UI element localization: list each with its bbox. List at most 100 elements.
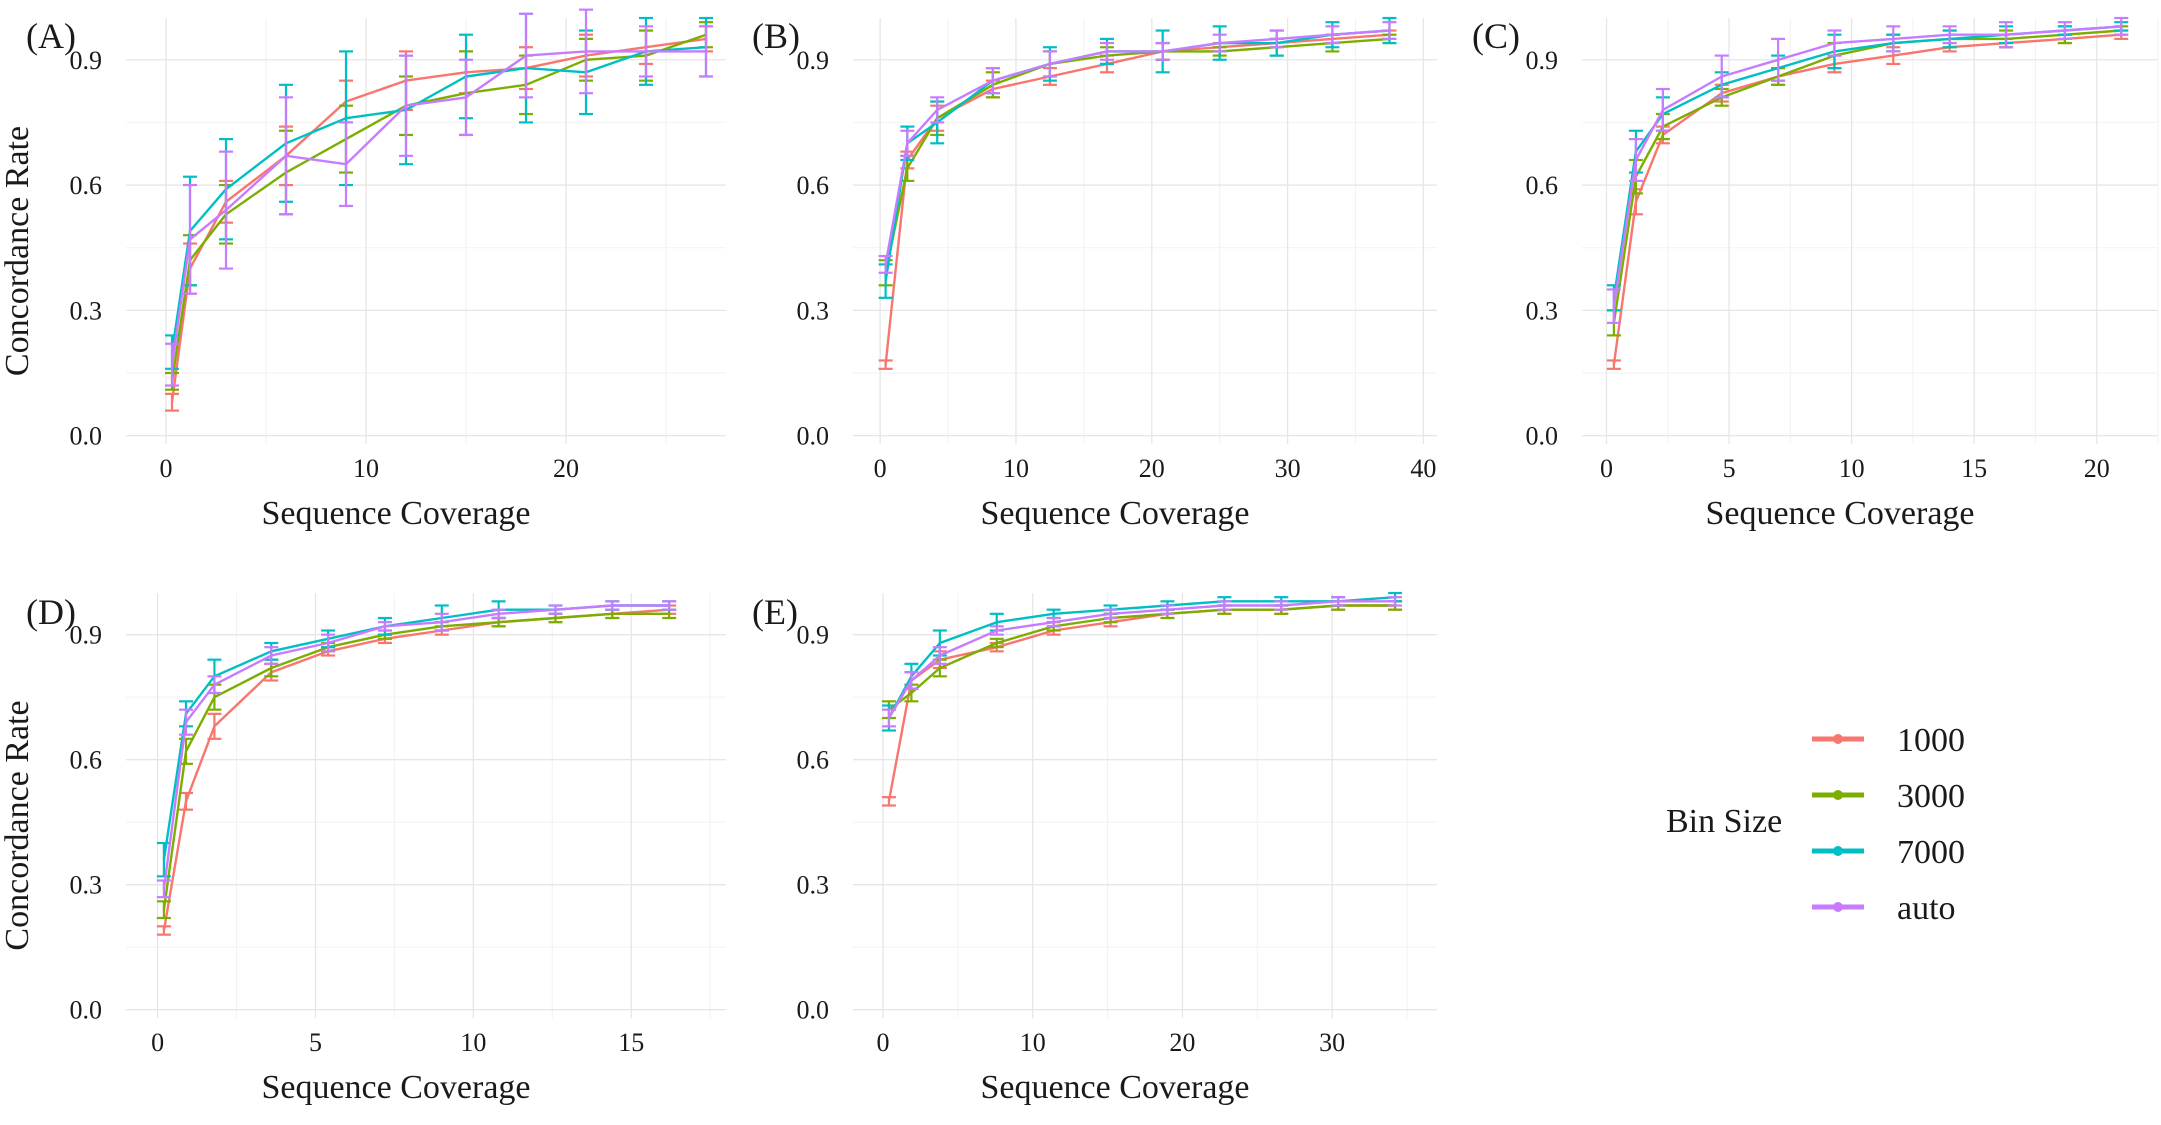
panel-b-y-tick-label: 0.0 — [797, 422, 830, 451]
panel-c-x-tick-label: 0 — [1600, 454, 1613, 483]
panel-c-series-3000 — [1606, 25, 2129, 337]
legend-key-point — [1833, 790, 1843, 800]
panel-d: 0 5 10 15 0.0 0.3 0.6 0.9 Sequence Coverage Conco… — [0, 592, 726, 1106]
panel-e-series-3000 — [881, 600, 1403, 720]
panel-b: 0 10 20 30 40 0.0 0.3 0.6 0.9 Sequence Coverage (B… — [752, 16, 1437, 532]
panel-c-series-line-3000 — [1612, 29, 2122, 324]
panel-a-series-line-3000 — [170, 33, 707, 382]
panel-b-x-axis-title: Sequence Coverage — [980, 495, 1249, 532]
panel-d-x-axis-title: Sequence Coverage — [261, 1069, 530, 1106]
panel-b-series-auto — [878, 21, 1397, 274]
panel-b-series-1000 — [878, 29, 1397, 370]
panel-c-series-auto — [1606, 16, 2129, 324]
panel-c-label: (C) — [1472, 16, 1520, 56]
panel-c-series-line-7000 — [1612, 25, 2122, 298]
panel-d-y-tick-label: 0.3 — [70, 871, 103, 900]
panel-a-series-1000 — [165, 25, 713, 412]
panel-c-x-tick-label: 10 — [1839, 454, 1865, 483]
legend-title: Bin Size — [1666, 803, 1782, 840]
panel-e-y-tick-label: 0.6 — [797, 746, 830, 775]
panel-c-x-axis-title: Sequence Coverage — [1705, 495, 1974, 532]
panel-e-series-auto — [881, 596, 1403, 728]
panel-a-y-tick-label: 0.0 — [70, 422, 103, 451]
panel-e-label: (E) — [752, 592, 798, 632]
panel-e-y-tick-label: 0.9 — [797, 621, 830, 650]
panel-d-y-tick-label: 0.0 — [70, 996, 103, 1025]
panel-b-x-tick-label: 0 — [874, 454, 887, 483]
panel-d-y-tick-label: 0.6 — [70, 746, 103, 775]
panel-a: 0 10 20 0.0 0.3 0.6 0.9 Sequence Coverage Concor… — [0, 8, 726, 532]
panel-d-x-tick-label: 10 — [460, 1028, 486, 1057]
panel-b-x-tick-label: 10 — [1003, 454, 1029, 483]
panel-b-y-tick-label: 0.3 — [797, 296, 830, 325]
panel-a-y-axis-title: Concordance Rate — [0, 126, 36, 376]
panel-d-x-tick-label: 15 — [618, 1028, 644, 1057]
panel-e-x-tick-label: 0 — [876, 1028, 889, 1057]
panel-e-x-tick-label: 30 — [1319, 1028, 1345, 1057]
legend-entry-3000: 3000 — [1897, 778, 1965, 815]
legend-entry-7000: 7000 — [1897, 834, 1965, 871]
panel-b-series-line-auto — [884, 29, 1390, 265]
panel-a-y-tick-label: 0.6 — [70, 171, 103, 200]
panel-c-series-1000 — [1606, 29, 2129, 370]
panel-d-series-7000 — [156, 600, 677, 878]
panel-d-series-3000 — [156, 608, 677, 920]
panel-e-series-line-3000 — [888, 604, 1396, 711]
panel-e: 0 10 20 30 0.0 0.3 0.6 0.9 Sequence Coverage (E) — [752, 591, 1437, 1106]
panel-c-x-tick-label: 5 — [1723, 454, 1736, 483]
panel-a-series-3000 — [165, 21, 713, 391]
panel-c-series-7000 — [1606, 21, 2129, 312]
panel-a-y-tick-label: 0.9 — [70, 46, 103, 75]
panel-a-y-tick-label: 0.3 — [70, 296, 103, 325]
legend-key-point — [1833, 846, 1843, 856]
panel-a-series-line-auto — [170, 50, 706, 365]
panel-d-series-line-3000 — [162, 612, 670, 910]
panel-d-series-line-auto — [162, 604, 670, 889]
panel-b-x-tick-label: 30 — [1275, 454, 1301, 483]
panel-c-x-tick-label: 20 — [2084, 454, 2110, 483]
panel-b-x-tick-label: 20 — [1139, 454, 1165, 483]
panel-b-series-line-7000 — [884, 29, 1390, 282]
panel-e-x-tick-label: 10 — [1020, 1028, 1046, 1057]
legend-key-point — [1833, 902, 1843, 912]
panel-c-y-tick-label: 0.6 — [1526, 171, 1559, 200]
panel-a-series-line-7000 — [170, 46, 707, 353]
panel-d-y-axis-title: Concordance Rate — [0, 700, 36, 950]
panel-c-y-tick-label: 0.0 — [1526, 422, 1559, 451]
panel-d-x-tick-label: 0 — [151, 1028, 164, 1057]
panel-e-x-tick-label: 20 — [1169, 1028, 1195, 1057]
panel-c: 0 5 10 15 20 0.0 0.3 0.6 0.9 Sequence Coverage (C) — [1472, 16, 2159, 532]
panel-c-y-tick-label: 0.9 — [1526, 46, 1559, 75]
panel-c-y-tick-label: 0.3 — [1526, 296, 1559, 325]
panel-e-series-line-auto — [887, 600, 1396, 719]
panel-b-series-line-1000 — [884, 33, 1390, 365]
panel-e-series-1000 — [881, 600, 1403, 807]
panel-a-x-tick-label: 20 — [553, 454, 579, 483]
panel-b-label: (B) — [752, 16, 800, 56]
panel-b-y-tick-label: 0.9 — [797, 46, 830, 75]
legend-key-point — [1833, 734, 1843, 744]
panel-a-x-tick-label: 10 — [353, 454, 379, 483]
panel-b-y-tick-label: 0.6 — [797, 171, 830, 200]
panel-c-x-tick-label: 15 — [1961, 454, 1987, 483]
panel-c-series-line-1000 — [1612, 33, 2122, 365]
panel-d-series-line-1000 — [162, 608, 670, 931]
panel-e-y-tick-label: 0.3 — [797, 871, 830, 900]
panel-e-x-axis-title: Sequence Coverage — [980, 1069, 1249, 1106]
panel-a-series-line-1000 — [170, 37, 707, 403]
panel-a-series-auto — [165, 8, 713, 387]
panel-e-series-7000 — [881, 591, 1403, 732]
panel-d-y-tick-label: 0.9 — [70, 621, 103, 650]
legend-entry-1000: 1000 — [1897, 722, 1965, 759]
panel-a-x-tick-label: 0 — [160, 454, 173, 483]
panel-d-series-auto — [156, 600, 677, 899]
legend: Bin Size 1000 3000 7000 auto — [1666, 722, 1965, 927]
legend-entry-auto: auto — [1897, 890, 1956, 927]
panel-d-x-tick-label: 5 — [309, 1028, 322, 1057]
panel-c-series-line-auto — [1612, 25, 2122, 307]
panel-d-series-line-7000 — [162, 604, 670, 860]
panel-b-series-line-3000 — [884, 37, 1390, 274]
panel-a-x-axis-title: Sequence Coverage — [261, 495, 530, 532]
panel-d-label: (D) — [26, 592, 76, 632]
